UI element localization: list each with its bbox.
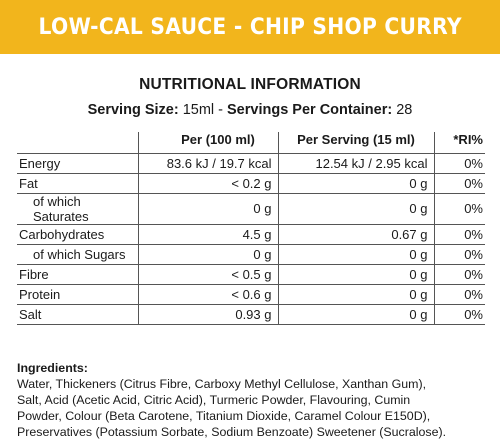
nutrient-name: Energy	[17, 152, 139, 173]
nutrient-name: Carbohydrates	[17, 223, 139, 244]
per-serving-value: 0 g	[278, 263, 435, 284]
header-nutrient	[17, 132, 139, 153]
ri-percent-value: 0%	[434, 152, 485, 173]
ri-percent-value: 0%	[434, 223, 485, 244]
servings-per-container-value: 28	[392, 102, 413, 118]
ri-percent-value: 0%	[434, 172, 485, 193]
ingredients-line: Powder, Colour (Beta Carotene, Titanium …	[17, 409, 431, 423]
table-row: Carbohydrates 4.5 g 0.67 g 0%	[17, 223, 485, 244]
table-header-row: Per (100 ml) Per Serving (15 ml) *RI%	[17, 132, 485, 153]
header-per-100ml: Per (100 ml)	[138, 132, 279, 153]
table-row: Fat < 0.2 g 0 g 0%	[17, 172, 485, 193]
ingredients-line: Water, Thickeners (Citrus Fibre, Carboxy…	[17, 377, 427, 391]
nutrient-name: Protein	[17, 283, 139, 304]
table-row: Energy 83.6 kJ / 19.7 kcal 12.54 kJ / 2.…	[17, 152, 485, 173]
ri-percent-value: 0%	[434, 303, 485, 325]
per-100ml-value: 4.5 g	[138, 223, 279, 244]
serving-size-label: Serving Size:	[87, 102, 179, 118]
ri-percent-value: 0%	[434, 243, 485, 264]
nutrient-name: of which Saturates	[17, 192, 139, 224]
per-serving-value: 0.67 g	[278, 223, 435, 244]
serving-info: Serving Size: 15ml - Servings Per Contai…	[0, 102, 500, 118]
per-100ml-value: 0 g	[138, 243, 279, 264]
table-row: Fibre < 0.5 g 0 g 0%	[17, 263, 485, 284]
per-100ml-value: 0.93 g	[138, 303, 279, 325]
serving-size-value: 15ml -	[178, 102, 228, 118]
header-per-serving: Per Serving (15 ml)	[278, 132, 435, 153]
per-serving-value: 0 g	[278, 283, 435, 304]
product-banner: LOW-CAL SAUCE - CHIP SHOP CURRY	[0, 0, 500, 54]
ri-percent-value: 0%	[434, 263, 485, 284]
per-serving-value: 0 g	[278, 192, 435, 224]
table-row: of which Saturates 0 g 0 g 0%	[17, 192, 485, 224]
nutrition-table: Per (100 ml) Per Serving (15 ml) *RI% En…	[17, 132, 485, 325]
per-100ml-value: < 0.2 g	[138, 172, 279, 193]
table-row: of which Sugars 0 g 0 g 0%	[17, 243, 485, 264]
per-serving-value: 0 g	[278, 243, 435, 264]
header-ri-percent: *RI%	[453, 132, 483, 147]
nutrient-name: Fat	[17, 172, 139, 193]
ingredients-line: Preservatives (Potassium Sorbate, Sodium…	[17, 425, 447, 439]
nutrient-name: Salt	[17, 303, 139, 325]
table-row: Salt 0.93 g 0 g 0%	[17, 303, 485, 325]
nutrient-name: of which Sugars	[17, 243, 139, 264]
nutrition-heading: NUTRITIONAL INFORMATION	[139, 76, 361, 93]
product-title: LOW-CAL SAUCE - CHIP SHOP CURRY	[38, 14, 462, 40]
nutrient-name: Fibre	[17, 263, 139, 284]
per-100ml-value: 0 g	[138, 192, 279, 224]
ingredients-section: Ingredients: Water, Thickeners (Citrus F…	[17, 360, 487, 440]
servings-per-container-label: Servings Per Container:	[227, 102, 393, 118]
table-row: Protein < 0.6 g 0 g 0%	[17, 283, 485, 304]
per-serving-value: 0 g	[278, 303, 435, 325]
per-serving-value: 0 g	[278, 172, 435, 193]
ingredients-title: Ingredients:	[17, 361, 88, 375]
ri-percent-value: 0%	[434, 192, 485, 224]
ri-percent-value: 0%	[434, 283, 485, 304]
per-100ml-value: < 0.6 g	[138, 283, 279, 304]
per-serving-value: 12.54 kJ / 2.95 kcal	[278, 152, 435, 173]
per-100ml-value: < 0.5 g	[138, 263, 279, 284]
ingredients-line: Salt, Acid (Acetic Acid, Citric Acid), T…	[17, 393, 411, 407]
per-100ml-value: 83.6 kJ / 19.7 kcal	[138, 152, 279, 173]
